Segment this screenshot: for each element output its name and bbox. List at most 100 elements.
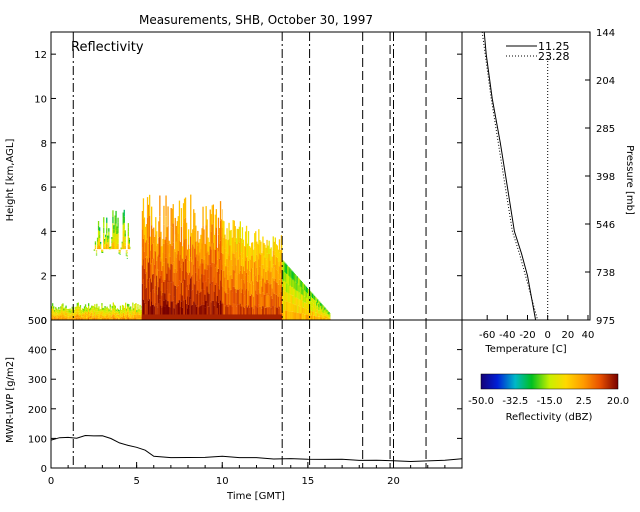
echo-cell <box>78 306 80 309</box>
echo-cell <box>318 300 320 304</box>
echo-cell <box>249 295 251 308</box>
echo-cell <box>141 308 142 311</box>
echo-cell <box>146 299 149 320</box>
echo-cell <box>107 312 109 315</box>
echo-cell <box>220 236 223 253</box>
echo-cell <box>54 309 56 312</box>
echo-cell <box>153 273 155 290</box>
echo-cell <box>235 265 237 279</box>
echo-cell <box>105 313 107 316</box>
echo-cell <box>262 250 264 265</box>
echo-cell <box>89 310 91 313</box>
echo-cell <box>97 318 99 320</box>
echo-cell <box>197 275 199 291</box>
echo-cell <box>240 306 242 320</box>
echo-cell <box>116 245 118 250</box>
echo-cell <box>282 260 284 271</box>
echo-cell <box>210 302 212 320</box>
echo-cell <box>293 272 295 281</box>
echo-cell <box>109 312 111 315</box>
echo-cell <box>239 270 241 288</box>
echo-cell <box>318 310 320 314</box>
echo-cell <box>88 314 90 318</box>
echo-cell <box>102 251 104 252</box>
echo-cell <box>170 301 172 320</box>
echo-cell <box>114 310 116 313</box>
echo-cell <box>188 259 190 275</box>
echo-cell <box>267 282 269 296</box>
echo-cell <box>237 274 239 290</box>
echo-cell <box>226 304 228 320</box>
echo-cell <box>143 217 146 235</box>
echo-cell <box>277 249 279 262</box>
echo-cell <box>273 307 275 320</box>
echo-cell <box>311 292 313 298</box>
echo-cell <box>136 316 138 319</box>
echo-cell <box>113 237 115 242</box>
echo-cell <box>170 208 172 227</box>
echo-cell <box>250 247 252 260</box>
echo-cell <box>252 294 254 308</box>
echo-cell <box>322 315 324 318</box>
echo-cell <box>227 306 229 320</box>
echo-cell <box>55 315 57 318</box>
echo-cell <box>299 299 301 307</box>
echo-cell <box>115 223 117 231</box>
echo-cell <box>201 228 203 244</box>
echo-cell <box>108 314 110 317</box>
echo-cell <box>101 303 103 306</box>
echo-cell <box>257 281 259 295</box>
echo-cell <box>111 237 113 239</box>
echo-cell <box>174 251 176 269</box>
echo-cell <box>256 241 258 255</box>
echo-cell <box>88 317 90 320</box>
echo-cell <box>265 308 267 320</box>
echo-cell <box>78 311 80 314</box>
echo-cell <box>176 254 178 271</box>
echo-cell <box>219 240 222 261</box>
echo-cell <box>128 304 130 307</box>
echo-cell <box>56 314 58 317</box>
echo-cell <box>284 310 286 320</box>
echo-cell <box>249 258 251 271</box>
echo-cell <box>143 234 146 252</box>
echo-cell <box>243 270 246 284</box>
echo-cell <box>165 195 167 217</box>
echo-cell <box>223 287 225 304</box>
echo-cell <box>113 225 115 230</box>
echo-cell <box>208 268 210 281</box>
echo-cell <box>104 308 106 311</box>
echo-cell <box>112 302 114 306</box>
echo-cell <box>65 317 67 320</box>
echo-cell <box>259 280 261 294</box>
echo-cell <box>81 310 84 313</box>
echo-cell <box>318 303 320 307</box>
echo-cell <box>197 305 199 320</box>
echo-cell <box>262 278 264 293</box>
echo-cell <box>115 313 117 315</box>
echo-cell <box>144 226 147 243</box>
echo-cell <box>63 310 65 313</box>
echo-cell <box>316 312 318 317</box>
echo-cell <box>182 300 185 320</box>
echo-cell <box>91 310 93 313</box>
echo-cell <box>250 295 252 308</box>
echo-cell <box>130 317 132 320</box>
echo-cell <box>112 308 114 312</box>
echo-cell <box>201 289 203 305</box>
echo-cell <box>217 234 220 252</box>
echo-cell <box>269 308 271 320</box>
echo-cell <box>202 244 204 264</box>
echo-cell <box>288 284 290 294</box>
echo-cell <box>264 244 266 258</box>
echo-cell <box>158 287 160 304</box>
echo-cell <box>159 278 161 300</box>
echo-cell <box>213 263 215 278</box>
echo-cell <box>140 316 142 319</box>
echo-cell <box>275 256 277 270</box>
echo-cell <box>263 307 265 320</box>
echo-cell <box>79 315 82 318</box>
echo-cell <box>221 246 223 265</box>
